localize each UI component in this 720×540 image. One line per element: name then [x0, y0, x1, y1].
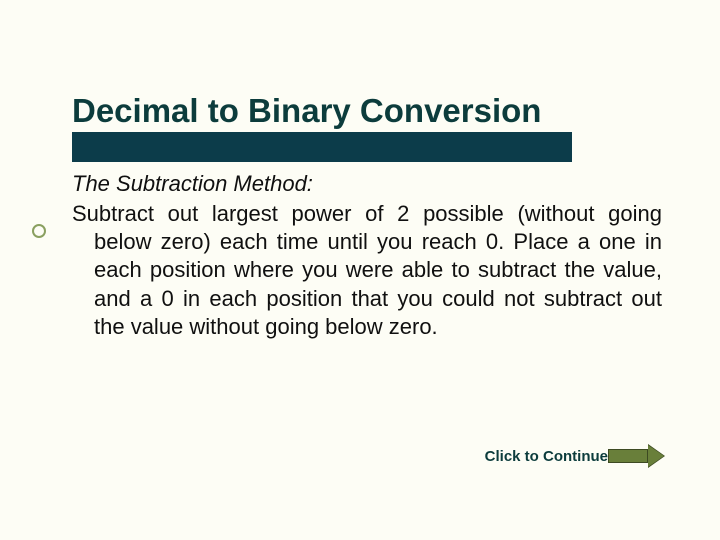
arrow-right-icon [608, 445, 666, 467]
continue-label: Click to Continue [485, 448, 608, 465]
body-text: Subtract out largest power of 2 possible… [72, 200, 662, 341]
body-block: The Subtraction Method: Subtract out lar… [72, 170, 662, 341]
slide-title: Decimal to Binary Conversion [72, 92, 662, 130]
continue-button[interactable]: Click to Continue [485, 445, 666, 467]
bullet-ring-icon [32, 224, 46, 238]
title-block: Decimal to Binary Conversion [72, 92, 662, 130]
method-label: The Subtraction Method: [72, 170, 662, 198]
title-shadow-bar [72, 132, 572, 162]
slide-content: Decimal to Binary Conversion The Subtrac… [72, 92, 662, 341]
